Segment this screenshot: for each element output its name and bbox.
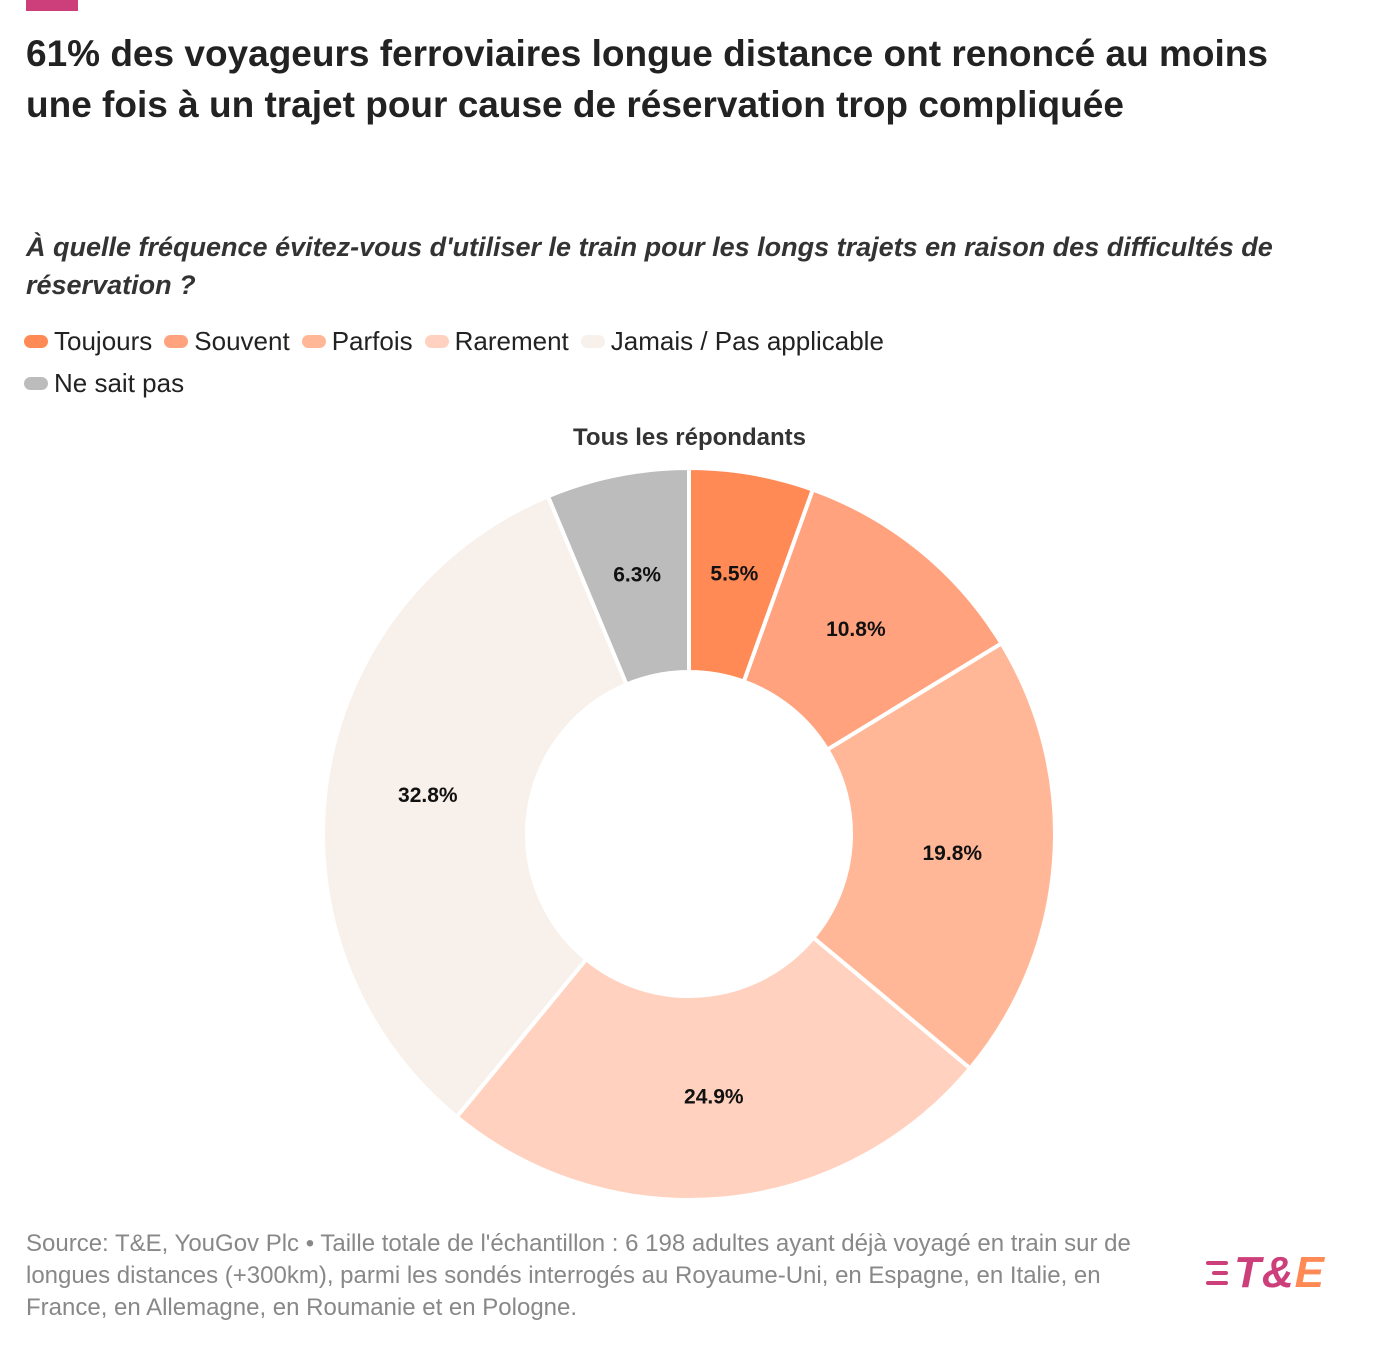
page-title: 61% des voyageurs ferroviaires longue di… [26, 33, 1268, 125]
donut-slice-jamais[interactable] [321, 494, 629, 1119]
donut-slice-souvent[interactable] [741, 487, 1004, 752]
legend-label: Rarement [454, 325, 569, 356]
brand-wordmark: T&E [1234, 1248, 1325, 1298]
data-label-ne-sait-pas: 6.3% [613, 564, 661, 587]
legend-swatch-jamais [580, 334, 605, 348]
source-note: Source: T&E, YouGov Plc • Taille totale … [26, 1230, 1131, 1321]
brand-wordmark-part1: T& [1234, 1248, 1295, 1297]
legend-label: Ne sait pas [54, 367, 185, 398]
legend-swatch-rarement [424, 334, 449, 348]
legend-item-jamais[interactable]: Jamais / Pas applicable [580, 325, 884, 356]
legend-item-parfois[interactable]: Parfois [301, 325, 413, 356]
brand-logo: T&E [1206, 1248, 1325, 1298]
legend-label: Souvent [194, 325, 290, 356]
legend-item-ne-sait-pas[interactable]: Ne sait pas [24, 367, 185, 398]
donut-slice-parfois[interactable] [811, 641, 1057, 1071]
legend-item-toujours[interactable]: Toujours [24, 325, 153, 356]
data-label-souvent: 10.8% [826, 618, 886, 641]
donut-slice-ne-sait-pas[interactable] [546, 466, 691, 687]
legend-swatch-parfois [301, 334, 326, 348]
data-label-rarement: 24.9% [684, 1085, 744, 1108]
data-label-parfois: 19.8% [923, 842, 983, 865]
legend-swatch-toujours [24, 334, 48, 348]
legend-swatch-ne-sait-pas [24, 376, 48, 390]
data-label-toujours: 5.5% [710, 562, 758, 585]
legend-label: Parfois [331, 325, 413, 356]
data-label-jamais: 32.8% [398, 784, 458, 807]
chart-question: À quelle fréquence évitez-vous d'utilise… [26, 232, 1273, 300]
legend-swatch-souvent [164, 334, 189, 348]
legend: Toujours Souvent Parfois Rarement Jamais… [24, 325, 1024, 398]
legend-label: Jamais / Pas applicable [610, 325, 884, 356]
donut-slice-rarement[interactable] [454, 935, 973, 1202]
legend-item-rarement[interactable]: Rarement [424, 325, 569, 356]
chart-title: Tous les répondants [573, 424, 806, 451]
legend-label: Toujours [54, 325, 153, 356]
accent-bar [26, 0, 78, 11]
speed-lines-icon [1206, 1251, 1228, 1295]
brand-wordmark-part2: E [1294, 1248, 1326, 1297]
legend-item-souvent[interactable]: Souvent [164, 325, 290, 356]
